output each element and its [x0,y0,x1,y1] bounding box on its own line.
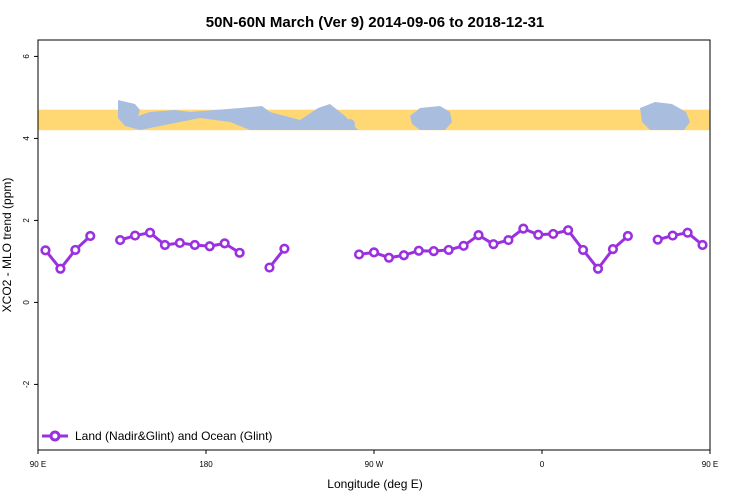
data-point [219,238,230,249]
y-axis: -2 0 2 4 6 [22,54,38,388]
map-ocean [345,119,355,129]
data-point [55,263,66,274]
x-tick-label: 0 [540,460,545,469]
data-point [398,250,409,261]
data-point [353,249,365,260]
map-strip [38,100,710,131]
x-tick-label: 90 E [702,460,718,469]
data-point [533,229,544,240]
data-point [383,252,395,263]
data-point [503,234,514,246]
y-tick-label: 0 [22,300,31,305]
data-point [189,239,200,251]
data-point [174,237,185,249]
y-tick-label: 6 [22,54,31,59]
legend-marker-swatch [49,430,61,442]
data-point [652,234,663,245]
map-ocean [671,113,681,123]
data-point [264,262,275,273]
data-point [129,230,141,241]
y-tick-label: 4 [22,136,31,141]
map-ocean [640,102,690,130]
y-tick-label: -2 [22,380,31,388]
x-tick-label: 90 E [30,460,46,469]
map-ocean [300,122,350,130]
data-point [115,234,126,246]
data-point [488,239,499,250]
data-point [622,230,633,242]
legend-label: Land (Nadir&Glint) and Ocean (Glint) [75,429,272,443]
data-point [443,244,454,256]
data-point [159,239,171,251]
chart-title: 50N-60N March (Ver 9) 2014-09-06 to 2018… [206,14,545,31]
data-point [234,247,245,258]
plot-frame [37,39,711,451]
data-point [563,225,574,236]
data-point [204,241,215,252]
x-tick-label: 180 [199,460,213,469]
x-axis: 90 E 180 90 W 0 90 E [30,450,718,469]
y-tick-label: 2 [22,218,31,223]
data-point [428,246,439,257]
data-point [548,228,559,240]
map-ocean [131,119,141,129]
data-point [697,239,708,251]
data-point [577,244,589,256]
y-axis-label: XCO2 - MLO trend (ppm) [0,178,14,313]
series-line [657,231,704,247]
data-point [368,247,380,258]
map-ocean [118,100,360,130]
data-point [85,230,96,242]
data-point [682,227,693,238]
data-point [70,244,81,256]
data-point [458,240,469,251]
data-point [40,245,51,256]
map-ocean [158,114,166,122]
series-layer [40,223,708,274]
data-point [144,227,156,238]
data-point [473,230,484,241]
data-point [607,244,619,255]
map-ocean [428,114,436,122]
data-point [279,243,290,254]
data-point [413,245,424,256]
x-tick-label: 90 W [365,460,384,469]
series-line [44,234,92,271]
x-axis-label: Longitude (deg E) [327,477,422,491]
data-point [592,263,604,274]
data-point [518,223,529,234]
data-point [667,230,678,241]
legend: Land (Nadir&Glint) and Ocean (Glint) [42,429,272,443]
